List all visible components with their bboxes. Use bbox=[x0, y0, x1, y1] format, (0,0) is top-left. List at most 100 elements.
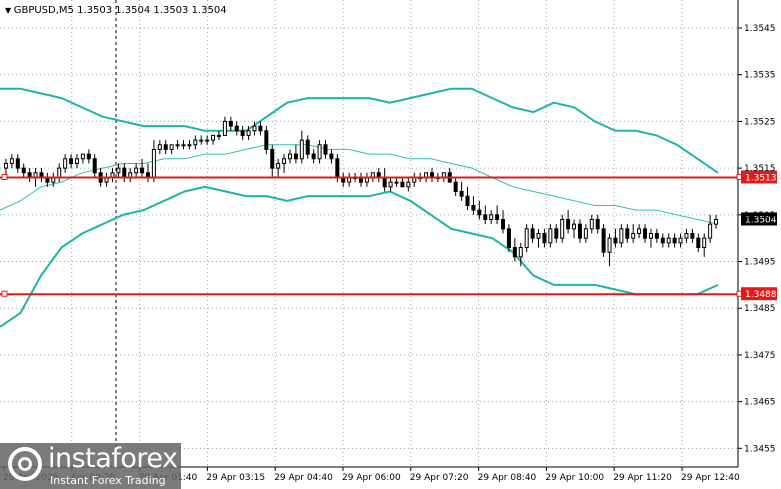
horizontal-levels[interactable]: 1.3513 1.3488 1.3504 bbox=[0, 170, 777, 301]
candle-body-bull bbox=[394, 181, 399, 184]
time-tick-label: 29 Apr 12:40 bbox=[681, 473, 740, 483]
candle-body-bull bbox=[134, 167, 139, 174]
candlestick-series bbox=[3, 116, 719, 267]
candle-body-bull bbox=[151, 148, 156, 178]
candle-body-bear bbox=[92, 158, 97, 174]
candle-body-bull bbox=[3, 162, 8, 169]
candle-body-bear bbox=[660, 237, 665, 244]
candle-body-bear bbox=[140, 167, 145, 174]
middle-band-line bbox=[0, 144, 719, 225]
candle-body-bear bbox=[643, 228, 648, 239]
candle-body-bear bbox=[122, 167, 127, 178]
candle-body-bear bbox=[501, 218, 506, 230]
candle-body-bull bbox=[708, 223, 713, 239]
candle-body-bear bbox=[477, 209, 482, 216]
candle-body-bull bbox=[74, 158, 79, 164]
price-tick-label: 1.3525 bbox=[744, 117, 776, 127]
price-tick-label: 1.3515 bbox=[744, 164, 776, 174]
candle-body-bull bbox=[678, 237, 683, 244]
candle-body-bull bbox=[205, 139, 210, 142]
level-anchor-left bbox=[1, 290, 8, 297]
candle-body-bull bbox=[216, 134, 221, 137]
candle-body-bull bbox=[9, 158, 14, 164]
candle-body-bull bbox=[666, 237, 671, 244]
candle-body-bull bbox=[684, 233, 689, 239]
candle-body-bull bbox=[583, 228, 588, 239]
level-price-tag bbox=[741, 170, 777, 184]
price-tick-label: 1.3495 bbox=[744, 258, 776, 268]
time-tick-label: 29 Apr 10:00 bbox=[545, 473, 604, 483]
time-tick-label: 29 Apr 07:20 bbox=[410, 473, 469, 483]
candle-body-bull bbox=[80, 153, 85, 160]
ohlc-values: 1.3503 1.3504 1.3503 1.3504 bbox=[77, 5, 227, 16]
candle-body-bull bbox=[607, 237, 612, 253]
candle-body-bull bbox=[181, 144, 186, 147]
candle-body-bear bbox=[69, 158, 74, 164]
level-price-label: 1.3513 bbox=[745, 173, 777, 183]
candle-body-bull bbox=[619, 228, 624, 244]
candle-body-bull bbox=[702, 237, 707, 249]
time-tick-label: 29 Apr 04:40 bbox=[274, 473, 333, 483]
candle-body-bear bbox=[382, 176, 387, 188]
candle-body-bull bbox=[637, 228, 642, 235]
candle-body-bull bbox=[548, 228, 553, 244]
candle-body-bear bbox=[86, 153, 91, 160]
candle-body-bear bbox=[506, 228, 511, 249]
price-tick-label: 1.3455 bbox=[744, 444, 776, 454]
bollinger-bands bbox=[0, 87, 719, 328]
lower-band-line bbox=[0, 185, 719, 328]
candle-body-bull bbox=[246, 130, 251, 136]
candle-body-bear bbox=[323, 144, 328, 155]
candle-body-bull bbox=[536, 233, 541, 239]
candle-body-bear bbox=[329, 153, 334, 160]
candle-body-bull bbox=[157, 144, 162, 150]
candle-body-bear bbox=[495, 214, 500, 220]
price-tick-label: 1.3465 bbox=[744, 398, 776, 408]
candle-body-bear bbox=[601, 228, 606, 253]
candle-body-bear bbox=[240, 130, 245, 136]
candle-body-bull bbox=[589, 218, 594, 230]
time-tick-label: 29 Apr 11:20 bbox=[613, 473, 672, 483]
candle-body-bull bbox=[317, 144, 322, 160]
candle-body-bear bbox=[459, 190, 464, 197]
price-tick-label: 1.3505 bbox=[744, 211, 776, 221]
candle-body-bull bbox=[252, 125, 257, 132]
candle-body-bull bbox=[63, 158, 68, 169]
candle-body-bull bbox=[57, 167, 62, 178]
candle-body-bull bbox=[631, 233, 636, 239]
time-tick-label: 29 Apr 08:40 bbox=[478, 473, 537, 483]
candle-body-bull bbox=[169, 144, 174, 150]
candle-body-bear bbox=[305, 139, 310, 155]
current-price-tag bbox=[741, 212, 777, 226]
candle-body-bear bbox=[335, 158, 340, 178]
candle-body-bear bbox=[228, 120, 233, 127]
candle-body-bear bbox=[15, 158, 20, 169]
level-anchor-left bbox=[1, 173, 8, 180]
candle-body-bull bbox=[222, 120, 227, 136]
candle-body-bear bbox=[542, 233, 547, 244]
candle-body-bull bbox=[406, 181, 411, 188]
candle-body-bear bbox=[512, 247, 517, 258]
candle-body-bear bbox=[654, 233, 659, 239]
candle-body-bull bbox=[524, 228, 529, 249]
candle-body-bear bbox=[400, 181, 405, 188]
candle-body-bear bbox=[690, 233, 695, 239]
watermark: instaforex Instant Forex Trading bbox=[0, 443, 181, 489]
candle-body-bull bbox=[287, 153, 292, 160]
level-price-label: 1.3488 bbox=[745, 290, 777, 300]
price-tick-label: 1.3535 bbox=[744, 71, 776, 81]
candle-body-bear bbox=[264, 130, 269, 150]
header-triangle-icon: ▼ bbox=[5, 6, 14, 15]
candle-body-bear bbox=[234, 125, 239, 132]
candle-body-bear bbox=[613, 237, 618, 244]
candle-body-bull bbox=[187, 144, 192, 147]
candle-body-bear bbox=[483, 214, 488, 220]
candle-body-bull bbox=[175, 144, 180, 147]
candle-body-bear bbox=[270, 148, 275, 169]
candle-body-bear bbox=[554, 228, 559, 239]
candle-body-bear bbox=[672, 237, 677, 244]
chart-grid bbox=[0, 0, 738, 467]
candle-body-bull bbox=[714, 218, 719, 225]
price-tick-label: 1.3475 bbox=[744, 351, 776, 361]
